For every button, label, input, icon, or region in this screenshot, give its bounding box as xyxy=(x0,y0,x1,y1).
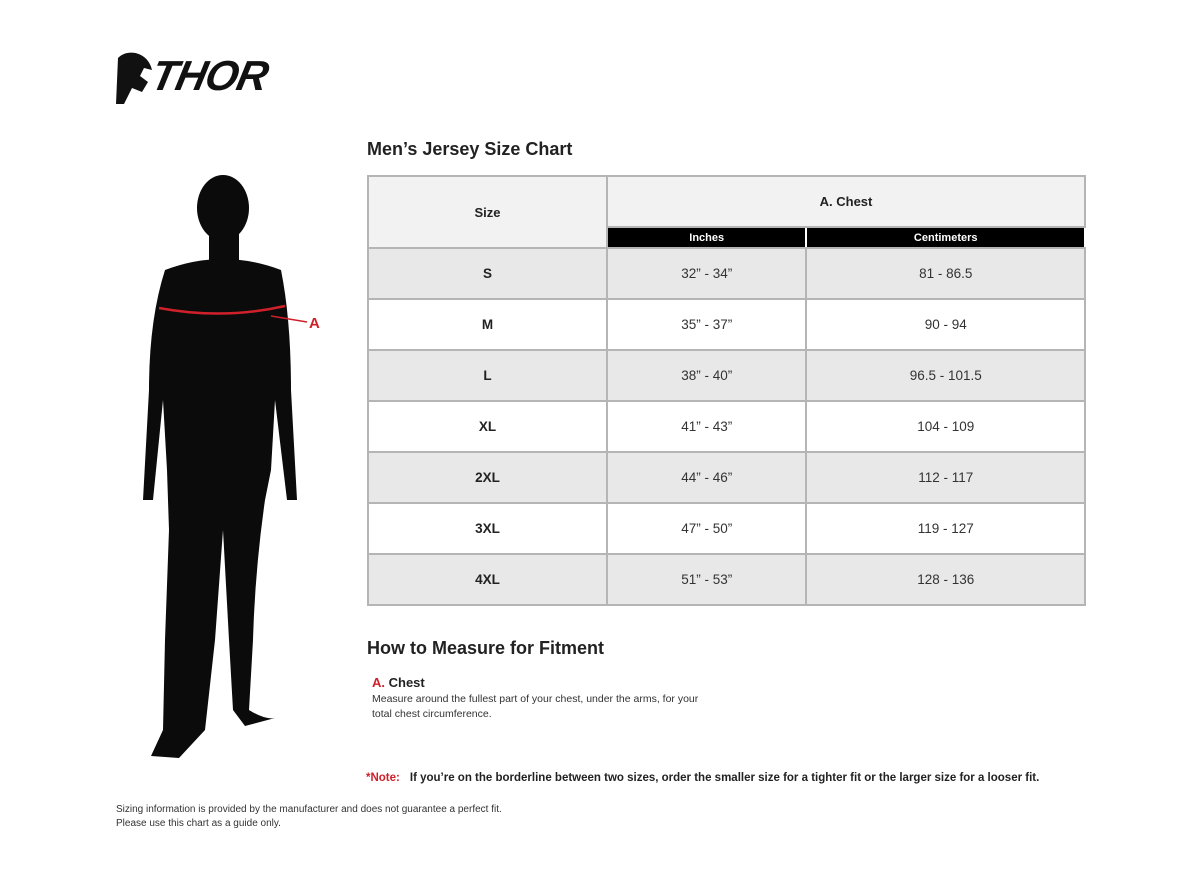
description-line: total chest circumference. xyxy=(372,708,492,720)
disclaimer-line: Please use this chart as a guide only. xyxy=(116,818,281,829)
description-line: Measure around the fullest part of your … xyxy=(372,693,699,705)
inches-cell: 41” - 43” xyxy=(605,400,808,453)
size-cell: S xyxy=(367,247,608,300)
cm-cell: 90 - 94 xyxy=(805,298,1086,351)
logo-text: THOR xyxy=(147,52,273,99)
size-cell: M xyxy=(367,298,608,351)
marker-label-a: A xyxy=(309,315,320,332)
table-row: S 32” - 34” 81 - 86.5 xyxy=(367,247,1086,300)
table-row: 3XL 47” - 50” 119 - 127 xyxy=(367,502,1086,555)
disclaimer: Sizing information is provided by the ma… xyxy=(116,803,502,831)
measure-item-description: Measure around the fullest part of your … xyxy=(372,692,732,722)
size-cell: XL xyxy=(367,400,608,453)
size-table: Size A. Chest Inches Centimeters S 32” - … xyxy=(367,175,1086,606)
cm-cell: 128 - 136 xyxy=(805,553,1086,606)
disclaimer-line: Sizing information is provided by the ma… xyxy=(116,804,502,815)
inches-cell: 35” - 37” xyxy=(605,298,808,351)
thor-logo: THOR xyxy=(114,48,289,106)
table-row: XL 41” - 43” 104 - 109 xyxy=(367,400,1086,453)
inches-cell: 47” - 50” xyxy=(605,502,808,555)
inches-cell: 38” - 40” xyxy=(605,349,808,402)
helmet-icon xyxy=(116,52,152,104)
table-row: 2XL 44” - 46” 112 - 117 xyxy=(367,451,1086,504)
note-text: If you’re on the borderline between two … xyxy=(409,772,1040,784)
cm-cell: 96.5 - 101.5 xyxy=(805,349,1086,402)
centimeters-header: Centimeters xyxy=(805,226,1086,249)
inches-cell: 51” - 53” xyxy=(605,553,808,606)
size-cell: 2XL xyxy=(367,451,608,504)
size-header: Size xyxy=(367,175,608,249)
cm-cell: 81 - 86.5 xyxy=(805,247,1086,300)
cm-cell: 119 - 127 xyxy=(805,502,1086,555)
cm-cell: 104 - 109 xyxy=(805,400,1086,453)
inches-header: Inches xyxy=(605,226,808,249)
fit-note: *Note: If you’re on the borderline betwee… xyxy=(366,772,1039,784)
inches-cell: 32” - 34” xyxy=(605,247,808,300)
measure-item-label: A. Chest xyxy=(372,675,425,690)
chart-title: Men’s Jersey Size Chart xyxy=(367,139,573,159)
size-cell: 3XL xyxy=(367,502,608,555)
table-row: M 35” - 37” 90 - 94 xyxy=(367,298,1086,351)
body-silhouette: A xyxy=(143,175,320,758)
size-cell: L xyxy=(367,349,608,402)
measure-item-name: Chest xyxy=(388,675,425,690)
size-cell: 4XL xyxy=(367,553,608,606)
chest-header: A. Chest xyxy=(606,175,1086,228)
table-row: L 38” - 40” 96.5 - 101.5 xyxy=(367,349,1086,402)
measure-title: How to Measure for Fitment xyxy=(367,638,605,658)
measure-item-letter: A. xyxy=(372,675,385,690)
cm-cell: 112 - 117 xyxy=(805,451,1086,504)
note-label: *Note: xyxy=(366,772,400,784)
inches-cell: 44” - 46” xyxy=(605,451,808,504)
table-row: 4XL 51” - 53” 128 - 136 xyxy=(367,553,1086,606)
